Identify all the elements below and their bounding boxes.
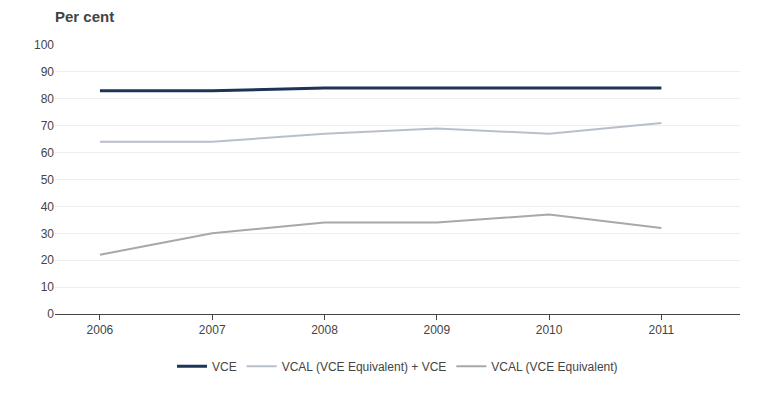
- svg-text:70: 70: [41, 119, 55, 133]
- svg-text:VCAL (VCE Equivalent) + VCE: VCAL (VCE Equivalent) + VCE: [282, 360, 447, 374]
- svg-text:80: 80: [41, 92, 55, 106]
- svg-text:2009: 2009: [423, 323, 450, 337]
- svg-text:20: 20: [41, 253, 55, 267]
- svg-text:Per cent: Per cent: [55, 8, 114, 25]
- svg-text:90: 90: [41, 65, 55, 79]
- svg-text:2010: 2010: [536, 323, 563, 337]
- svg-text:0: 0: [47, 307, 54, 321]
- svg-text:40: 40: [41, 200, 55, 214]
- svg-text:60: 60: [41, 146, 55, 160]
- svg-text:VCE: VCE: [212, 360, 237, 374]
- svg-text:100: 100: [34, 38, 54, 52]
- svg-text:10: 10: [41, 280, 55, 294]
- svg-text:2008: 2008: [311, 323, 338, 337]
- svg-text:2007: 2007: [199, 323, 226, 337]
- svg-text:50: 50: [41, 173, 55, 187]
- svg-text:2011: 2011: [648, 323, 674, 337]
- svg-text:30: 30: [41, 227, 55, 241]
- svg-text:VCAL (VCE Equivalent): VCAL (VCE Equivalent): [491, 360, 617, 374]
- svg-text:2006: 2006: [87, 323, 114, 337]
